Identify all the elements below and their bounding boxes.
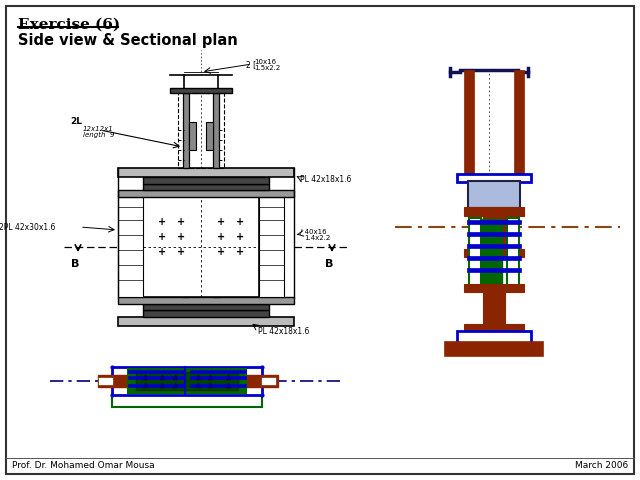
Bar: [464, 207, 524, 216]
Bar: [143, 304, 269, 310]
Text: 2L: 2L: [70, 118, 82, 127]
Text: B: B: [325, 259, 333, 269]
Text: +: +: [236, 232, 244, 242]
Bar: [483, 291, 505, 325]
Bar: [467, 256, 521, 260]
Bar: [507, 218, 519, 286]
Text: +: +: [177, 232, 185, 242]
Text: B: B: [71, 259, 79, 269]
Bar: [467, 244, 521, 248]
Bar: [464, 70, 474, 175]
Text: +: +: [236, 217, 244, 227]
Bar: [170, 88, 232, 93]
Bar: [98, 375, 278, 387]
Text: March 2006: March 2006: [575, 461, 628, 470]
Text: Exercise (6): Exercise (6): [18, 18, 120, 32]
Text: 2 [: 2 [: [246, 60, 256, 70]
Text: length  9: length 9: [83, 132, 115, 138]
Bar: [483, 215, 505, 250]
Bar: [112, 367, 262, 395]
Text: +: +: [217, 247, 225, 257]
Text: PL 42x18x1.6: PL 42x18x1.6: [258, 327, 309, 336]
Bar: [445, 342, 543, 356]
Text: 2PL 42x30x1.6: 2PL 42x30x1.6: [0, 223, 55, 231]
Bar: [476, 219, 502, 284]
Bar: [464, 324, 524, 332]
Bar: [128, 370, 184, 373]
Bar: [136, 372, 238, 390]
Bar: [128, 369, 246, 393]
Bar: [143, 184, 269, 190]
Text: +: +: [177, 247, 185, 257]
Bar: [143, 177, 269, 184]
Text: Prof. Dr. Mohamed Omar Mousa: Prof. Dr. Mohamed Omar Mousa: [12, 461, 155, 470]
Bar: [128, 376, 184, 379]
Bar: [183, 93, 189, 168]
Text: 1.5x2.2: 1.5x2.2: [254, 65, 280, 71]
Text: +: +: [217, 217, 225, 227]
Bar: [118, 317, 294, 326]
Bar: [98, 377, 113, 385]
Bar: [467, 268, 521, 272]
Bar: [468, 181, 520, 208]
Bar: [128, 384, 184, 387]
Bar: [464, 249, 524, 257]
Text: +: +: [158, 247, 166, 257]
Text: Side view & Sectional plan: Side view & Sectional plan: [18, 33, 237, 48]
Text: 12x12x1: 12x12x1: [83, 126, 114, 132]
Bar: [213, 197, 220, 297]
Bar: [118, 197, 143, 297]
Bar: [464, 284, 524, 292]
Bar: [190, 384, 246, 387]
Text: PL 42x18x1.6: PL 42x18x1.6: [300, 176, 351, 184]
Text: 1.4x2.2: 1.4x2.2: [304, 235, 330, 241]
Bar: [457, 174, 531, 182]
Text: +: +: [236, 247, 244, 257]
Text: +: +: [158, 217, 166, 227]
Bar: [467, 220, 521, 224]
Bar: [457, 331, 531, 343]
Bar: [213, 93, 219, 168]
Bar: [178, 93, 224, 168]
Bar: [189, 122, 196, 150]
Text: +: +: [217, 232, 225, 242]
Text: +: +: [177, 217, 185, 227]
Bar: [190, 376, 246, 379]
Bar: [261, 377, 276, 385]
Bar: [469, 218, 481, 286]
Text: +: +: [158, 232, 166, 242]
Bar: [118, 297, 294, 304]
Bar: [190, 370, 246, 373]
Bar: [467, 232, 521, 236]
Bar: [182, 197, 189, 297]
Bar: [118, 190, 294, 197]
Bar: [118, 168, 294, 177]
Bar: [143, 197, 259, 297]
Text: / 40x16: / 40x16: [300, 229, 326, 235]
Bar: [206, 122, 213, 150]
Bar: [143, 310, 269, 317]
Text: 10x16: 10x16: [254, 59, 276, 65]
Bar: [514, 70, 524, 175]
Bar: [259, 197, 284, 297]
